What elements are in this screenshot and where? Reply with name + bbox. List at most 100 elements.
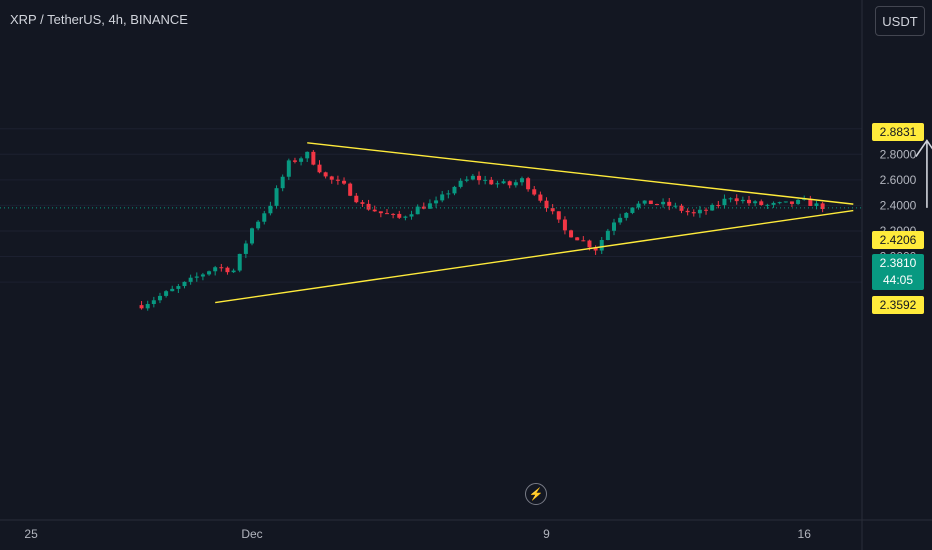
- candle-body: [587, 240, 592, 248]
- candle-body: [556, 211, 561, 220]
- candle-body: [452, 186, 457, 194]
- candle-body: [286, 160, 291, 177]
- candle-body: [409, 214, 414, 217]
- candle-body: [151, 300, 156, 305]
- currency-button[interactable]: USDT: [875, 6, 925, 36]
- candle-body: [691, 212, 696, 214]
- candle-body: [654, 204, 659, 206]
- candle-body: [464, 179, 469, 181]
- candle-body: [268, 205, 273, 214]
- candle-body: [722, 198, 727, 206]
- candle-body: [538, 194, 543, 201]
- candle-body: [661, 201, 666, 205]
- candle-body: [716, 204, 721, 206]
- candle-body: [624, 212, 629, 218]
- price-badge-support: 2.3592: [872, 296, 924, 314]
- candle-body: [789, 201, 794, 204]
- candle-body: [329, 176, 334, 180]
- candle-body: [200, 274, 205, 277]
- lightning-icon[interactable]: ⚡: [525, 483, 547, 505]
- chart-title: XRP / TetherUS, 4h, BINANCE: [10, 12, 188, 27]
- candles: [139, 150, 825, 311]
- candle-body: [415, 206, 420, 215]
- candle-body: [673, 205, 678, 207]
- candle-body: [526, 178, 531, 190]
- candle-body: [777, 202, 782, 204]
- target-arrow-head: [915, 139, 932, 158]
- candle-body: [820, 203, 825, 210]
- candle-body: [207, 271, 212, 275]
- candle-body: [796, 199, 801, 204]
- candle-body: [765, 204, 770, 206]
- candle-body: [384, 213, 389, 215]
- candle-body: [231, 270, 236, 273]
- candle-body: [501, 181, 506, 184]
- candle-body: [630, 207, 635, 213]
- resistance-trendline: [307, 142, 854, 205]
- candle-body: [292, 160, 297, 162]
- candle-body: [593, 247, 598, 251]
- candle-body: [139, 305, 144, 309]
- candle-body: [808, 198, 813, 206]
- candle-body: [783, 201, 788, 203]
- candle-body: [262, 213, 267, 222]
- support-trendline: [215, 209, 854, 304]
- candle-body: [612, 222, 617, 231]
- candle-body: [164, 291, 169, 296]
- candle-body: [458, 180, 463, 187]
- candle-body: [477, 175, 482, 181]
- candle-body: [575, 237, 580, 241]
- candle-body: [483, 179, 488, 181]
- candle-body: [753, 201, 758, 204]
- candle-body: [182, 281, 187, 287]
- candle-body: [618, 217, 623, 223]
- candle-body: [728, 198, 733, 200]
- candle-body: [299, 158, 304, 162]
- candle-body: [354, 195, 359, 203]
- y-tick-label: 2.4000: [880, 198, 917, 212]
- x-tick-label: 25: [24, 527, 38, 541]
- candle-body: [734, 198, 739, 202]
- candle-body: [648, 200, 653, 205]
- candle-body: [305, 151, 310, 159]
- candle-body: [771, 202, 776, 205]
- candle-body: [697, 209, 702, 214]
- candle-body: [243, 243, 248, 254]
- candle-body: [495, 183, 500, 185]
- candle-body: [280, 176, 285, 189]
- candle-body: [740, 199, 745, 202]
- candle-body: [519, 178, 524, 183]
- candle-body: [446, 193, 451, 195]
- last-price-value: 2.3810: [879, 256, 917, 270]
- candle-body: [348, 183, 353, 196]
- candle-body: [256, 221, 261, 229]
- candle-body: [513, 182, 518, 186]
- candle-body: [145, 304, 150, 309]
- candle-body: [317, 164, 322, 173]
- candle-body: [704, 209, 709, 211]
- candle-body: [440, 194, 445, 201]
- trendlines: [0, 139, 932, 304]
- x-axis: 1825Dec9162315:002025: [24, 527, 811, 541]
- candle-body: [569, 230, 574, 238]
- candle-body: [397, 213, 402, 218]
- candle-body: [335, 179, 340, 181]
- last-price-badge: 2.3810 44:05: [872, 254, 924, 290]
- candle-body: [759, 201, 764, 205]
- candle-body: [225, 267, 230, 273]
- candle-body: [421, 206, 426, 209]
- y-tick-label: 2.6000: [880, 173, 917, 187]
- candle-body: [746, 199, 751, 204]
- candle-body: [219, 267, 224, 269]
- candle-body: [507, 181, 512, 186]
- x-tick-label: 9: [543, 527, 550, 541]
- candle-body: [366, 203, 371, 210]
- candle-body: [360, 202, 365, 204]
- candle-body: [250, 228, 254, 244]
- candle-body: [599, 239, 604, 251]
- candle-body: [581, 240, 586, 242]
- candle-body: [176, 286, 181, 289]
- candle-body: [434, 200, 439, 204]
